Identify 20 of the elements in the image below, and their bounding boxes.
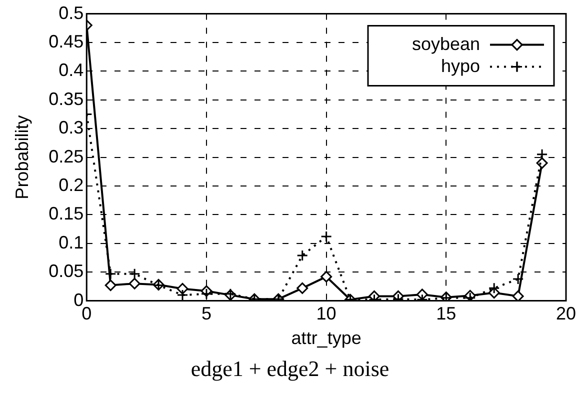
y-tick-label: 0.5	[58, 2, 84, 23]
text: edge1 + edge2 + noise	[190, 356, 390, 382]
y-tick-label: 0.35	[48, 88, 84, 109]
legend-label: soybean	[412, 34, 480, 54]
y-axis-title: Probability	[12, 115, 32, 200]
y-tick-label: 0.45	[48, 31, 84, 52]
x-tick-label: 5	[201, 304, 212, 324]
y-tick-label: 0.15	[48, 204, 84, 224]
y-tick-label: 0.25	[48, 146, 84, 166]
x-tick-label: 10	[316, 304, 336, 324]
y-tick-label: 0.2	[58, 174, 84, 195]
y-tick-label: 0.05	[48, 261, 84, 282]
x-tick-label: 20	[556, 304, 576, 324]
y-tick-label: 0.3	[58, 118, 84, 138]
x-tick-label: 15	[436, 304, 456, 324]
y-tick-label: 0	[74, 290, 84, 310]
y-tick-label: 0.4	[58, 60, 84, 80]
y-tick-label: 0.1	[58, 232, 84, 252]
legend-label: hypo	[440, 56, 480, 76]
x-axis-title: attr_type	[291, 328, 362, 348]
